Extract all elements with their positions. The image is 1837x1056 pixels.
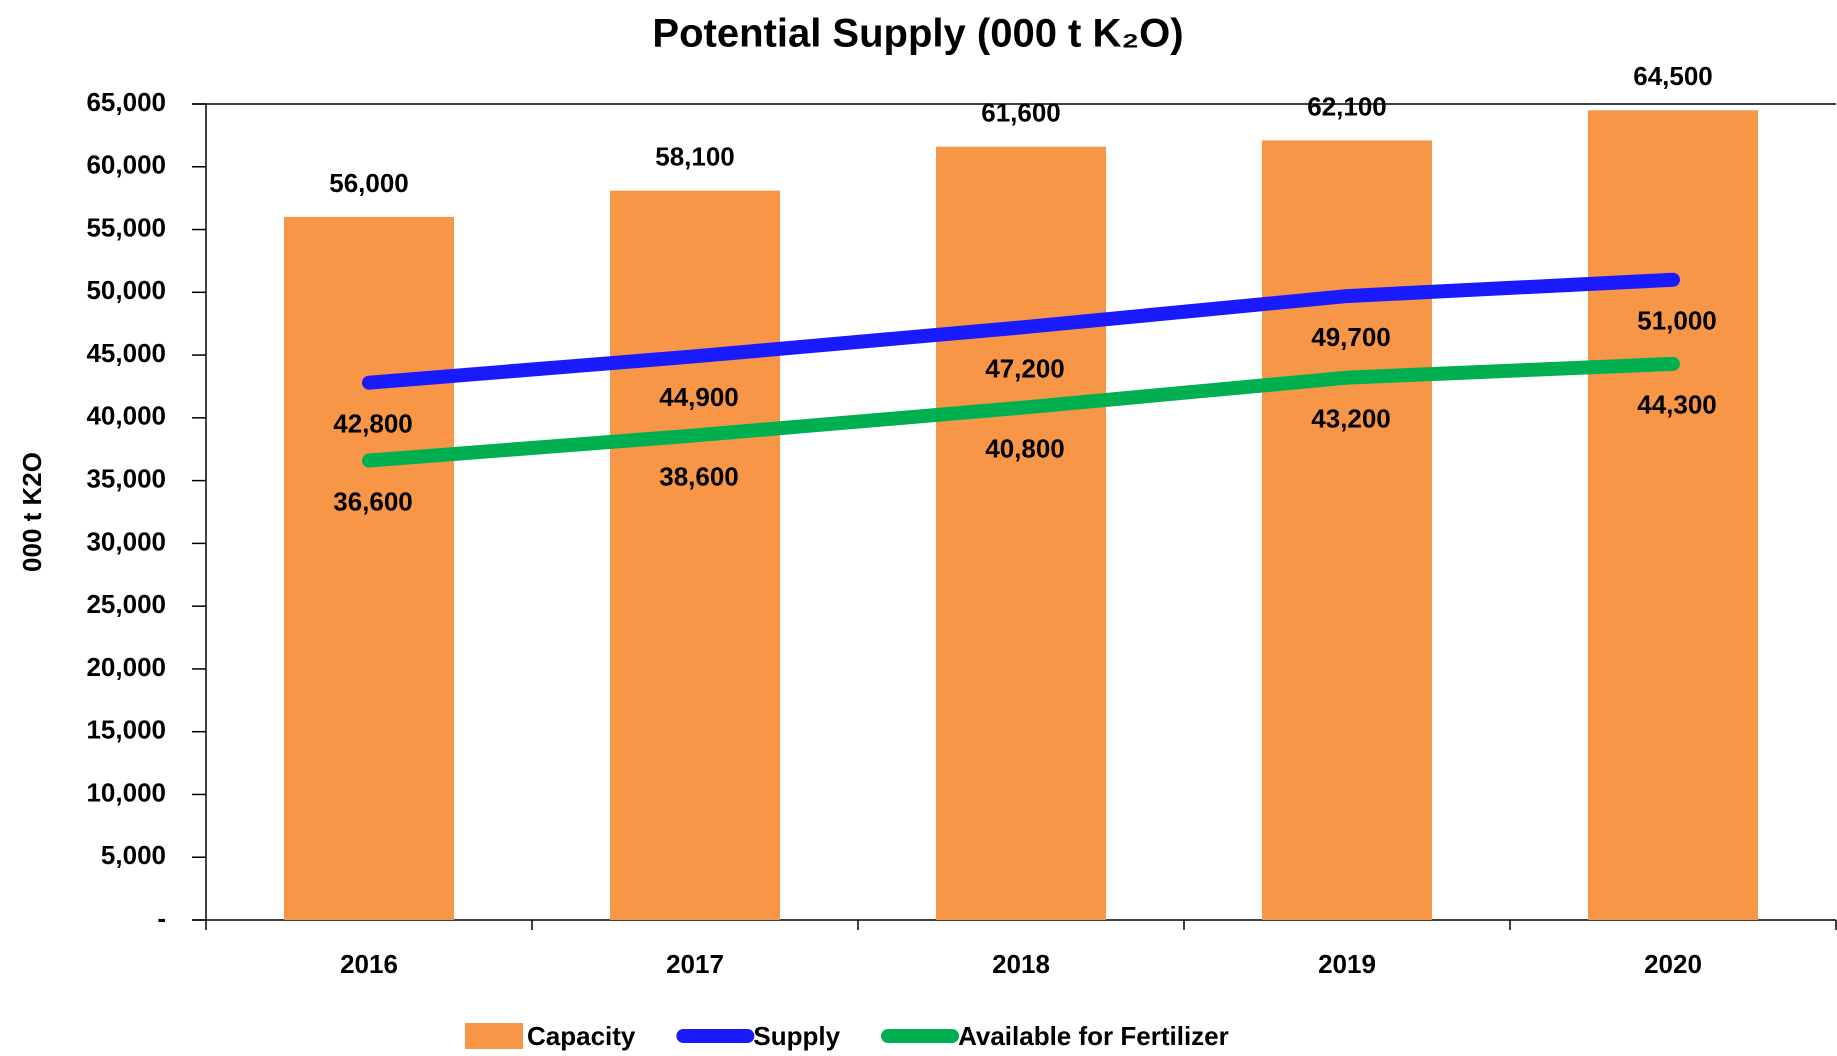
y-tick-label: 65,000	[86, 87, 166, 117]
data-label: 47,200	[985, 353, 1065, 383]
data-label: 38,600	[659, 461, 739, 491]
y-tick-label: 10,000	[86, 777, 166, 807]
chart-title: Potential Supply (000 t K₂O)	[652, 12, 1183, 56]
line	[362, 272, 1680, 390]
y-tick-label: 40,000	[86, 401, 166, 431]
y-tick-label: 15,000	[86, 715, 166, 745]
legend-label: Supply	[753, 1021, 840, 1051]
bar	[609, 190, 781, 921]
data-label: 40,800	[985, 434, 1065, 464]
data-label: 44,900	[659, 382, 739, 412]
bar	[935, 146, 1107, 920]
data-label: 56,000	[329, 168, 409, 198]
data-label: 64,500	[1633, 61, 1713, 91]
legend-label: Available for Fertilizer	[958, 1021, 1229, 1051]
data-label: 42,800	[333, 409, 413, 439]
data-label: 49,700	[1311, 322, 1391, 352]
legend-label: Capacity	[527, 1021, 636, 1051]
x-tick-label: 2020	[1644, 949, 1702, 979]
y-tick-label: 20,000	[86, 652, 166, 682]
bar	[283, 216, 455, 920]
bar	[1587, 110, 1759, 921]
line	[362, 356, 1680, 468]
y-tick-label: 50,000	[86, 275, 166, 305]
y-tick-label: 55,000	[86, 212, 166, 242]
y-tick-label: 5,000	[101, 840, 166, 870]
y-tick-label: 45,000	[86, 338, 166, 368]
data-label: 58,100	[655, 141, 735, 171]
y-tick-label: -	[157, 903, 166, 933]
legend-swatch	[465, 1023, 523, 1049]
data-label: 61,600	[981, 98, 1061, 128]
data-label: 44,300	[1637, 390, 1717, 420]
x-tick-label: 2019	[1318, 949, 1376, 979]
data-label: 51,000	[1637, 306, 1717, 336]
y-tick-label: 60,000	[86, 150, 166, 180]
y-axis-label: 000 t K2O	[17, 452, 47, 572]
x-tick-label: 2018	[992, 949, 1050, 979]
y-tick-label: 25,000	[86, 589, 166, 619]
data-label: 36,600	[333, 486, 413, 516]
y-tick-label: 30,000	[86, 526, 166, 556]
bar	[1261, 140, 1433, 921]
x-tick-label: 2016	[340, 949, 398, 979]
data-label: 43,200	[1311, 404, 1391, 434]
x-tick-label: 2017	[666, 949, 724, 979]
data-label: 62,100	[1307, 91, 1387, 121]
y-tick-label: 35,000	[86, 463, 166, 493]
